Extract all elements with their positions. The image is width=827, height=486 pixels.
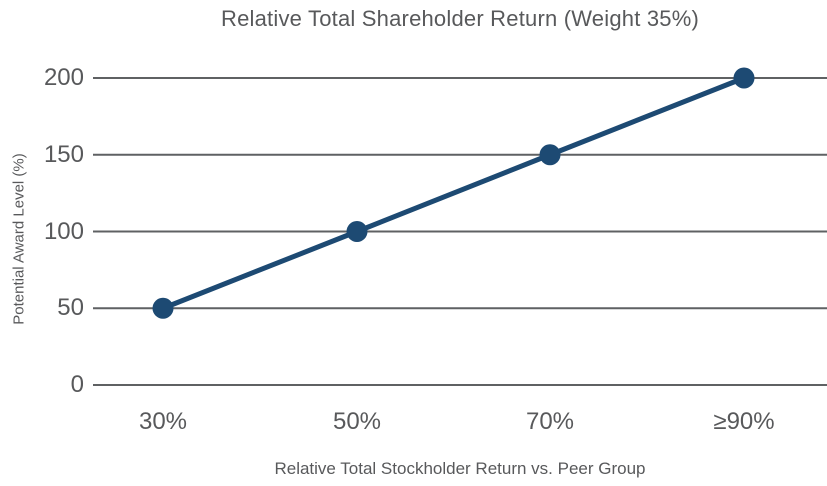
data-line	[160, 75, 747, 311]
chart-title: Relative Total Shareholder Return (Weigh…	[221, 6, 699, 31]
y-tick-label: 0	[70, 371, 84, 398]
data-point-marker	[346, 221, 368, 242]
x-tick-label: 30%	[138, 408, 188, 435]
y-tick-label: 100	[43, 217, 84, 245]
y-tick-label: 150	[43, 140, 84, 168]
data-point-marker	[152, 297, 174, 319]
data-point-marker	[733, 67, 755, 89]
x-tick-label: ≥90%	[713, 408, 775, 435]
y-tick-label: 50	[57, 294, 84, 322]
x-tick-label: 70%	[525, 408, 575, 435]
data-point-marker	[539, 144, 561, 166]
y-tick-label: 200	[43, 64, 84, 91]
x-axis-label: Relative Total Stockholder Return vs. Pe…	[274, 459, 646, 478]
x-tick-label: 50%	[332, 408, 382, 435]
